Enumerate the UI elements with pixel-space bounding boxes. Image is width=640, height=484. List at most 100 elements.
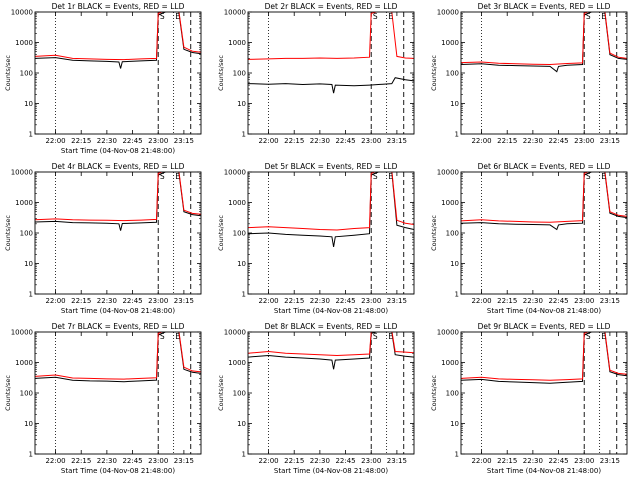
y-tick-label: 10	[24, 260, 33, 268]
x-tick-label: 22:45	[122, 137, 142, 145]
x-tick-label: 23:15	[387, 137, 407, 145]
y-axis-label: Counts/sec	[4, 375, 12, 411]
x-tick-label: 22:00	[45, 297, 65, 305]
y-tick-label: 10000	[11, 9, 33, 17]
x-tick-label: 22:45	[335, 297, 355, 305]
marker-label-e: E	[175, 332, 180, 341]
chart-title: Det 6r BLACK = Events, RED = LLD	[478, 162, 611, 171]
plot-frame	[247, 171, 415, 295]
y-tick-label: 10000	[224, 9, 246, 17]
x-tick-label: 22:30	[523, 457, 543, 465]
x-tick-label: 23:00	[574, 297, 594, 305]
y-tick-label: 1000	[441, 359, 459, 367]
series-line-lld	[248, 172, 414, 231]
y-tick-label: 10	[237, 260, 246, 268]
x-tick-label: 23:00	[361, 297, 381, 305]
marker-label-s: S	[586, 332, 591, 341]
x-tick-label: 23:15	[387, 457, 407, 465]
x-axis-label: Start Time (04-Nov-08 21:48:00)	[61, 147, 175, 155]
x-tick-label: 22:15	[284, 297, 304, 305]
chart-panel-2: Det 2r BLACK = Events, RED = LLD Counts/s…	[217, 2, 415, 145]
marker-label-s: S	[160, 12, 165, 21]
x-tick-label: 22:30	[97, 137, 117, 145]
marker-label-s: S	[373, 172, 378, 181]
x-tick-label: 23:00	[148, 457, 168, 465]
x-tick-label: 22:00	[45, 137, 65, 145]
x-axis-label: Start Time (04-Nov-08 21:48:00)	[61, 467, 175, 475]
marker-label-s: S	[586, 12, 591, 21]
chart-title: Det 7r BLACK = Events, RED = LLD	[52, 322, 185, 331]
series-group	[35, 332, 201, 383]
series-group	[461, 332, 627, 384]
marker-label-e: E	[388, 12, 393, 21]
y-tick-label: 100	[446, 390, 459, 398]
y-tick-label: 1000	[228, 39, 246, 47]
y-tick-label: 100	[233, 390, 246, 398]
chart-title: Det 2r BLACK = Events, RED = LLD	[265, 2, 398, 11]
marker-label-e: E	[175, 12, 180, 21]
x-tick-label: 23:00	[574, 137, 594, 145]
x-tick-label: 22:15	[497, 457, 517, 465]
y-tick-label: 1000	[441, 39, 459, 47]
x-tick-label: 23:15	[174, 137, 194, 145]
chart-title: Det 4r BLACK = Events, RED = LLD	[52, 162, 185, 171]
y-tick-label: 100	[233, 70, 246, 78]
chart-panel-8: Det 8r BLACK = Events, RED = LLD Counts/s…	[217, 322, 415, 475]
y-tick-label: 1000	[15, 199, 33, 207]
plot-frame	[460, 171, 628, 295]
y-tick-label: 100	[446, 230, 459, 238]
x-tick-label: 22:15	[497, 137, 517, 145]
x-tick-label: 22:30	[310, 137, 330, 145]
series-line-lld	[248, 12, 414, 60]
chart-panel-4: Det 4r BLACK = Events, RED = LLD Counts/s…	[4, 162, 202, 315]
y-tick-label: 10	[450, 260, 459, 268]
x-tick-label: 22:45	[548, 137, 568, 145]
plot-frame	[34, 11, 202, 135]
marker-label-s: S	[160, 172, 165, 181]
y-axis-label: Counts/sec	[430, 375, 438, 411]
plot-frame	[247, 11, 415, 135]
x-tick-label: 22:30	[97, 457, 117, 465]
y-axis-label: Counts/sec	[430, 215, 438, 251]
chart-panel-3: Det 3r BLACK = Events, RED = LLD Counts/s…	[430, 2, 628, 145]
series-line-lld	[461, 332, 627, 381]
x-tick-label: 22:45	[335, 457, 355, 465]
y-tick-label: 10000	[224, 329, 246, 337]
y-axis-label: Counts/sec	[217, 375, 225, 411]
x-tick-label: 23:15	[387, 297, 407, 305]
y-tick-label: 100	[20, 390, 33, 398]
x-axis-label: Start Time (04-Nov-08 21:48:00)	[61, 307, 175, 315]
x-tick-label: 22:45	[122, 457, 142, 465]
chart-title: Det 1r BLACK = Events, RED = LLD	[52, 2, 185, 11]
x-tick-label: 22:30	[523, 297, 543, 305]
x-tick-label: 23:15	[174, 297, 194, 305]
y-tick-label: 1	[455, 451, 459, 459]
y-tick-label: 100	[446, 70, 459, 78]
x-tick-label: 22:30	[523, 137, 543, 145]
y-tick-label: 10000	[437, 9, 459, 17]
x-tick-label: 23:00	[148, 297, 168, 305]
y-tick-label: 1	[455, 131, 459, 139]
marker-label-e: E	[388, 332, 393, 341]
series-line-lld	[461, 12, 627, 66]
x-tick-label: 22:45	[335, 137, 355, 145]
marker-label-s: S	[586, 172, 591, 181]
y-tick-label: 1000	[228, 359, 246, 367]
x-tick-label: 23:00	[361, 137, 381, 145]
y-axis-label: Counts/sec	[217, 55, 225, 91]
y-tick-label: 1000	[228, 199, 246, 207]
x-tick-label: 22:00	[258, 457, 278, 465]
series-group	[248, 12, 414, 94]
y-tick-label: 10	[450, 420, 459, 428]
y-tick-label: 1	[29, 131, 33, 139]
marker-label-e: E	[601, 332, 606, 341]
x-tick-label: 22:30	[310, 297, 330, 305]
chart-panel-5: Det 5r BLACK = Events, RED = LLD Counts/s…	[217, 162, 415, 315]
x-tick-label: 23:00	[148, 137, 168, 145]
y-tick-label: 1000	[441, 199, 459, 207]
x-tick-label: 22:00	[471, 137, 491, 145]
y-tick-label: 100	[20, 70, 33, 78]
y-axis-label: Counts/sec	[4, 55, 12, 91]
